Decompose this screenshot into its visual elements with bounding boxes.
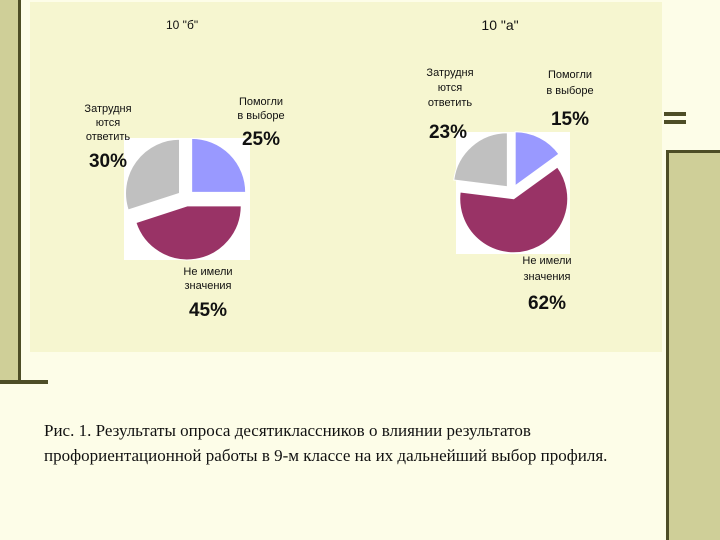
right-decor-dash-2 [664,120,686,124]
pie-b-none-label-1: Не имели [183,266,232,278]
figure-caption: Рис. 1. Результаты опроса десятиклассник… [44,421,608,465]
pie-b [125,137,247,261]
left-decor-foot [0,380,48,384]
pie-a-help-label-1: Помогли [548,69,592,81]
pie-a-hard-pct: 23% [429,122,467,143]
pie-b-none-pct: 45% [189,300,227,321]
pie-a-hard-label-3: ответить [428,97,473,109]
pie-b-title: 10 "б" [166,18,198,32]
pie-a-none-label-1: Не имели [522,255,571,267]
pie-a-none-pct: 62% [528,293,566,314]
pie-a [453,131,569,254]
pie-a-none-label-2: значения [523,271,570,283]
pie-a-hard-label-2: ются [438,82,462,94]
pie-b-hard-label-2: ются [96,117,120,129]
pie-b-slice-none [135,205,242,261]
pie-b-help-pct: 25% [242,129,280,150]
pie-b-hard-pct: 30% [89,151,127,172]
left-decor-edge [18,0,21,382]
right-decor-box [666,150,720,540]
pie-b-help-label-1: Помогли [239,96,283,108]
pie-a-help-pct: 15% [551,109,589,130]
pie-b-slice-hard [125,138,181,211]
pie-b-hard-label-3: ответить [86,131,131,143]
pie-a-slice-none [459,166,569,254]
right-decor-dash [664,112,686,116]
pie-b-help-label-2: в выборе [237,110,284,122]
pie-a-slice-help [514,131,560,187]
pie-a-slice-hard [453,132,508,188]
pie-b-none-label-2: значения [184,280,231,292]
left-decor-bar [0,0,18,382]
pie-a-title: 10 "а" [481,17,518,33]
pie-b-slice-help [191,137,247,193]
pie-a-help-label-2: в выборе [546,85,593,97]
pie-a-hard-label-1: Затрудня [426,67,473,79]
pie-b-hard-label-1: Затрудня [84,103,131,115]
